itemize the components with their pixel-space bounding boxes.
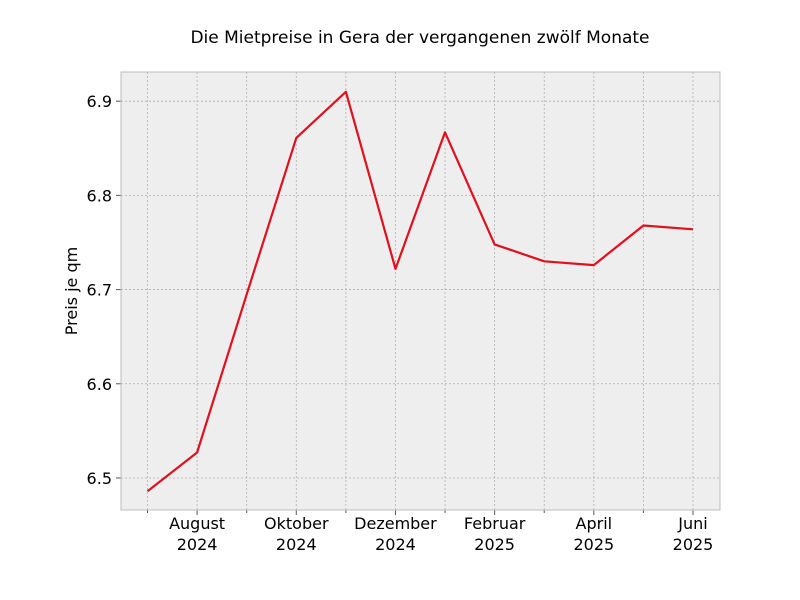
plot-area	[121, 72, 720, 510]
plot-frame	[120, 71, 721, 511]
y-axis-label: Preis je qm	[62, 247, 81, 335]
y-tick-label: 6.5	[87, 469, 112, 488]
series-line	[146, 90, 694, 493]
chart-title: Die Mietpreise in Gera der vergangenen z…	[190, 28, 649, 48]
series-layer	[146, 90, 694, 493]
y-tick-label: 6.9	[87, 92, 112, 111]
x-tick-label: Juni 2025	[673, 514, 714, 554]
x-tick-label: April 2025	[573, 514, 614, 554]
x-tick-label: Februar 2025	[464, 514, 526, 554]
x-tick-label: August 2024	[169, 514, 225, 554]
x-tick-label: Dezember 2024	[354, 514, 437, 554]
y-tick-label: 6.8	[87, 186, 112, 205]
x-tick-label: Oktober 2024	[264, 514, 329, 554]
axis-ticks: 6.5 6.6 6.7 6.8 6.9 August 2024 Oktober 2024 Deze…	[87, 92, 714, 554]
y-tick-label: 6.6	[87, 375, 112, 394]
y-tick-label: 6.7	[87, 281, 112, 300]
grid	[121, 72, 720, 510]
